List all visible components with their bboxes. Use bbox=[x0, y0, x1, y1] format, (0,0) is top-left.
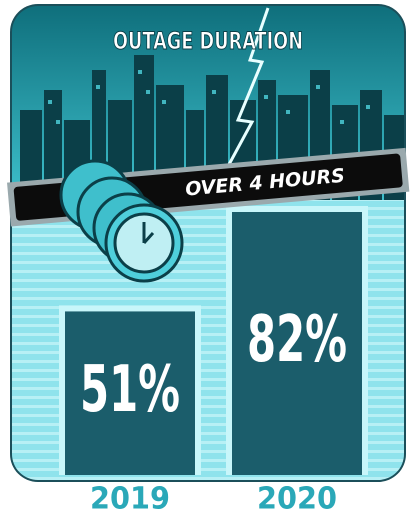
bar bbox=[65, 311, 195, 475]
windows bbox=[48, 70, 370, 124]
plot-area: 51% 82% bbox=[59, 206, 368, 475]
clock-icons bbox=[59, 159, 184, 283]
value-label: 82% bbox=[247, 303, 347, 377]
x-tick-label: 2020 bbox=[257, 482, 337, 517]
lightning bbox=[224, 7, 270, 171]
chart-title: OUTAGE DURATION bbox=[113, 27, 303, 55]
x-tick-label: 2019 bbox=[90, 482, 170, 517]
value-label: 51% bbox=[80, 353, 180, 427]
bar bbox=[232, 212, 362, 475]
